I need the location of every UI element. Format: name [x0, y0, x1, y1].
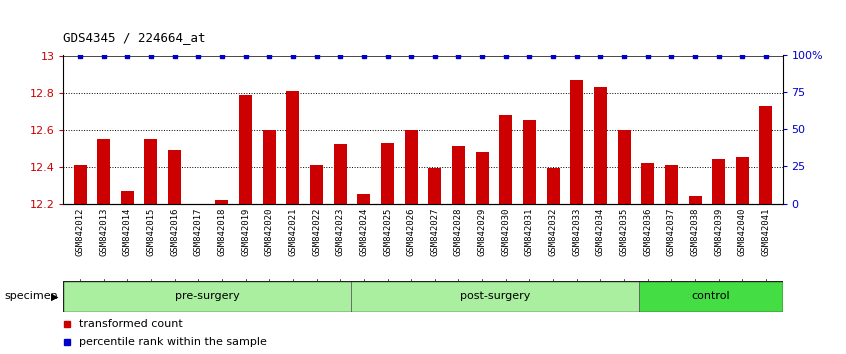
Bar — [287, 91, 299, 204]
Text: GSM842019: GSM842019 — [241, 207, 250, 256]
Bar — [736, 158, 749, 204]
Text: GSM842033: GSM842033 — [572, 207, 581, 256]
Bar — [121, 190, 134, 204]
Bar — [594, 87, 607, 204]
Bar — [333, 144, 347, 204]
Text: transformed count: transformed count — [80, 319, 183, 329]
Bar — [216, 200, 228, 204]
Bar — [689, 196, 701, 204]
Text: GSM842040: GSM842040 — [738, 207, 747, 256]
Bar — [452, 146, 465, 204]
Bar — [357, 194, 371, 204]
Text: GSM842036: GSM842036 — [643, 207, 652, 256]
Text: GSM842015: GSM842015 — [146, 207, 156, 256]
Text: GSM842023: GSM842023 — [336, 207, 344, 256]
Text: GSM842026: GSM842026 — [407, 207, 415, 256]
Text: GDS4345 / 224664_at: GDS4345 / 224664_at — [63, 31, 206, 44]
Text: percentile rank within the sample: percentile rank within the sample — [80, 337, 267, 347]
Bar — [351, 281, 639, 312]
Text: GSM842016: GSM842016 — [170, 207, 179, 256]
Bar — [263, 130, 276, 204]
Bar — [74, 165, 86, 204]
Text: GSM842032: GSM842032 — [548, 207, 558, 256]
Bar — [499, 115, 513, 204]
Text: post-surgery: post-surgery — [459, 291, 530, 302]
Text: GSM842028: GSM842028 — [454, 207, 463, 256]
Text: GSM842021: GSM842021 — [288, 207, 298, 256]
Text: ▶: ▶ — [51, 291, 58, 302]
Bar — [310, 165, 323, 204]
Text: GSM842014: GSM842014 — [123, 207, 132, 256]
Text: GSM842027: GSM842027 — [431, 207, 439, 256]
Text: GSM842017: GSM842017 — [194, 207, 203, 256]
Bar — [145, 139, 157, 204]
Text: GSM842035: GSM842035 — [619, 207, 629, 256]
Bar — [547, 169, 559, 204]
Bar — [168, 150, 181, 204]
Text: GSM842022: GSM842022 — [312, 207, 321, 256]
Bar — [523, 120, 536, 204]
Bar — [63, 281, 351, 312]
Text: GSM842013: GSM842013 — [99, 207, 108, 256]
Bar — [570, 80, 583, 204]
Text: GSM842030: GSM842030 — [502, 207, 510, 256]
Text: GSM842038: GSM842038 — [690, 207, 700, 256]
Bar — [618, 130, 630, 204]
Bar — [239, 95, 252, 204]
Text: GSM842034: GSM842034 — [596, 207, 605, 256]
Text: GSM842024: GSM842024 — [360, 207, 368, 256]
Bar — [712, 159, 725, 204]
Text: GSM842012: GSM842012 — [75, 207, 85, 256]
Text: GSM842041: GSM842041 — [761, 207, 771, 256]
Text: control: control — [691, 291, 730, 302]
Bar — [641, 163, 654, 204]
Text: GSM842029: GSM842029 — [478, 207, 486, 256]
Text: specimen: specimen — [4, 291, 58, 302]
Bar — [404, 130, 418, 204]
Bar — [97, 139, 110, 204]
Text: pre-surgery: pre-surgery — [175, 291, 239, 302]
Text: GSM842020: GSM842020 — [265, 207, 274, 256]
Text: GSM842039: GSM842039 — [714, 207, 723, 256]
Text: GSM842025: GSM842025 — [383, 207, 392, 256]
Text: GSM842037: GSM842037 — [667, 207, 676, 256]
Bar — [639, 281, 783, 312]
Text: GSM842018: GSM842018 — [217, 207, 227, 256]
Bar — [381, 143, 394, 204]
Bar — [475, 152, 489, 204]
Bar — [760, 105, 772, 204]
Bar — [428, 169, 442, 204]
Bar — [665, 165, 678, 204]
Text: GSM842031: GSM842031 — [525, 207, 534, 256]
